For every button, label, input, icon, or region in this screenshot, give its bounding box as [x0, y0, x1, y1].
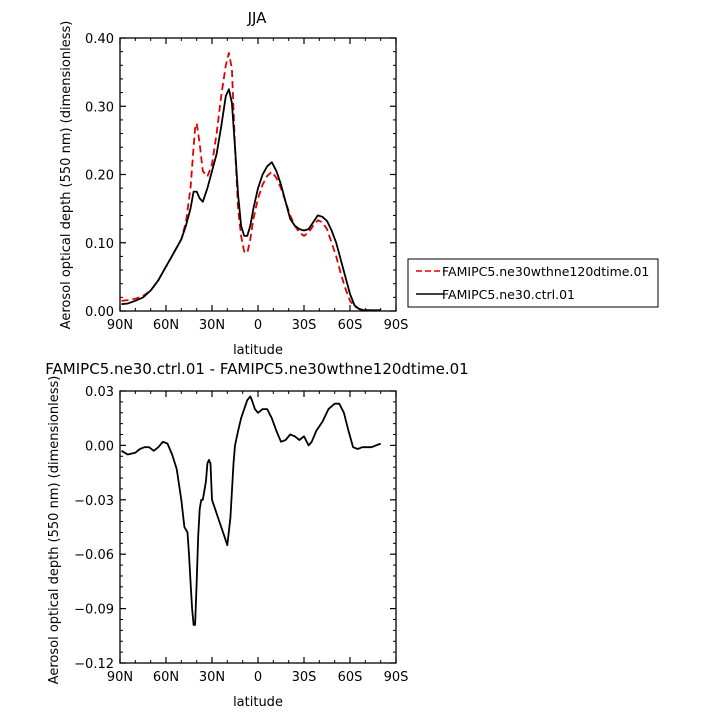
- panel-bottom-y-tick-label: 0.03: [85, 385, 114, 400]
- panel-top-y-axis-label: Aerosol optical depth (550 nm) (dimensio…: [59, 21, 74, 330]
- panel-bottom-y-tick-label: 0.00: [85, 439, 114, 454]
- panel-bottom-y-tick-label: −0.09: [74, 603, 114, 618]
- panel-top-y-tick-label: 0.40: [85, 32, 114, 47]
- legend-box: [407, 258, 659, 308]
- panel-bottom-series: [121, 395, 382, 626]
- panel-top-y-tick-label: 0.00: [85, 305, 114, 320]
- panel-top-x-tick-label: 90S: [384, 318, 409, 333]
- panel-top: JJA 0.00 0.10 0.20 0.30 0.40 90N 60N 30N 0 30S 60…: [59, 9, 408, 358]
- panel-bottom-y-tick-label: −0.06: [74, 548, 114, 563]
- panel-top-y-tick-label: 0.20: [85, 169, 114, 184]
- panel-bottom-x-tick-label: 60N: [153, 670, 179, 685]
- panel-top-y-axis: 0.00 0.10 0.20 0.30 0.40: [85, 32, 396, 320]
- panel-bottom-y-axis-label: Aerosol optical depth (550 nm) (dimensio…: [47, 376, 62, 685]
- panel-bottom-series-1-line: [121, 395, 382, 626]
- panel-top-series-1-line: [121, 52, 381, 312]
- panel-top-series-2-line: [121, 88, 381, 312]
- panel-top-title: JJA: [247, 9, 268, 27]
- panel-bottom-x-tick-label: 60S: [338, 670, 363, 685]
- panel-top-x-tick-label: 30N: [199, 318, 225, 333]
- panel-bottom-x-axis-label: latitude: [233, 695, 283, 710]
- panel-bottom-plot-frame: [119, 390, 397, 664]
- panel-bottom-x-tick-label: 30N: [199, 670, 225, 685]
- legend-label-series-2: FAMIPC5.ne30.ctrl.01: [442, 287, 575, 302]
- panel-bottom-x-axis: 90N 60N 30N 0 30S 60S 90S: [107, 391, 409, 685]
- panel-bottom-x-tick-label: 0: [254, 670, 262, 685]
- panel-bottom: FAMIPC5.ne30.ctrl.01 - FAMIPC5.ne30wthne…: [45, 360, 468, 710]
- panel-top-y-tick-label: 0.30: [85, 100, 114, 115]
- panel-top-x-axis-label: latitude: [233, 343, 283, 358]
- panel-bottom-x-tick-label: 90S: [384, 670, 409, 685]
- panel-top-x-tick-label: 60S: [338, 318, 363, 333]
- panel-top-x-tick-label: 0: [254, 318, 262, 333]
- panel-top-x-tick-label: 60N: [153, 318, 179, 333]
- panel-bottom-title: FAMIPC5.ne30.ctrl.01 - FAMIPC5.ne30wthne…: [45, 360, 468, 378]
- panel-top-plot-frame: [119, 37, 397, 312]
- panel-bottom-y-tick-label: −0.03: [74, 494, 114, 509]
- panel-top-series: [121, 52, 381, 312]
- panel-bottom-x-tick-label: 30S: [292, 670, 317, 685]
- panel-bottom-y-axis: −0.12 −0.09 −0.06 −0.03 0.00 0.03: [74, 385, 396, 672]
- legend-label-series-1: FAMIPC5.ne30wthne120dtime.01: [442, 264, 649, 279]
- panel-top-y-tick-label: 0.10: [85, 237, 114, 252]
- legend: FAMIPC5.ne30wthne120dtime.01 FAMIPC5.ne3…: [407, 258, 659, 308]
- panel-top-x-tick-label: 90N: [107, 318, 133, 333]
- panel-bottom-x-tick-label: 90N: [107, 670, 133, 685]
- panel-top-x-tick-label: 30S: [292, 318, 317, 333]
- panel-bottom-y-tick-label: −0.12: [74, 657, 114, 672]
- panel-top-x-axis: 90N 60N 30N 0 30S 60S 90S: [107, 38, 409, 333]
